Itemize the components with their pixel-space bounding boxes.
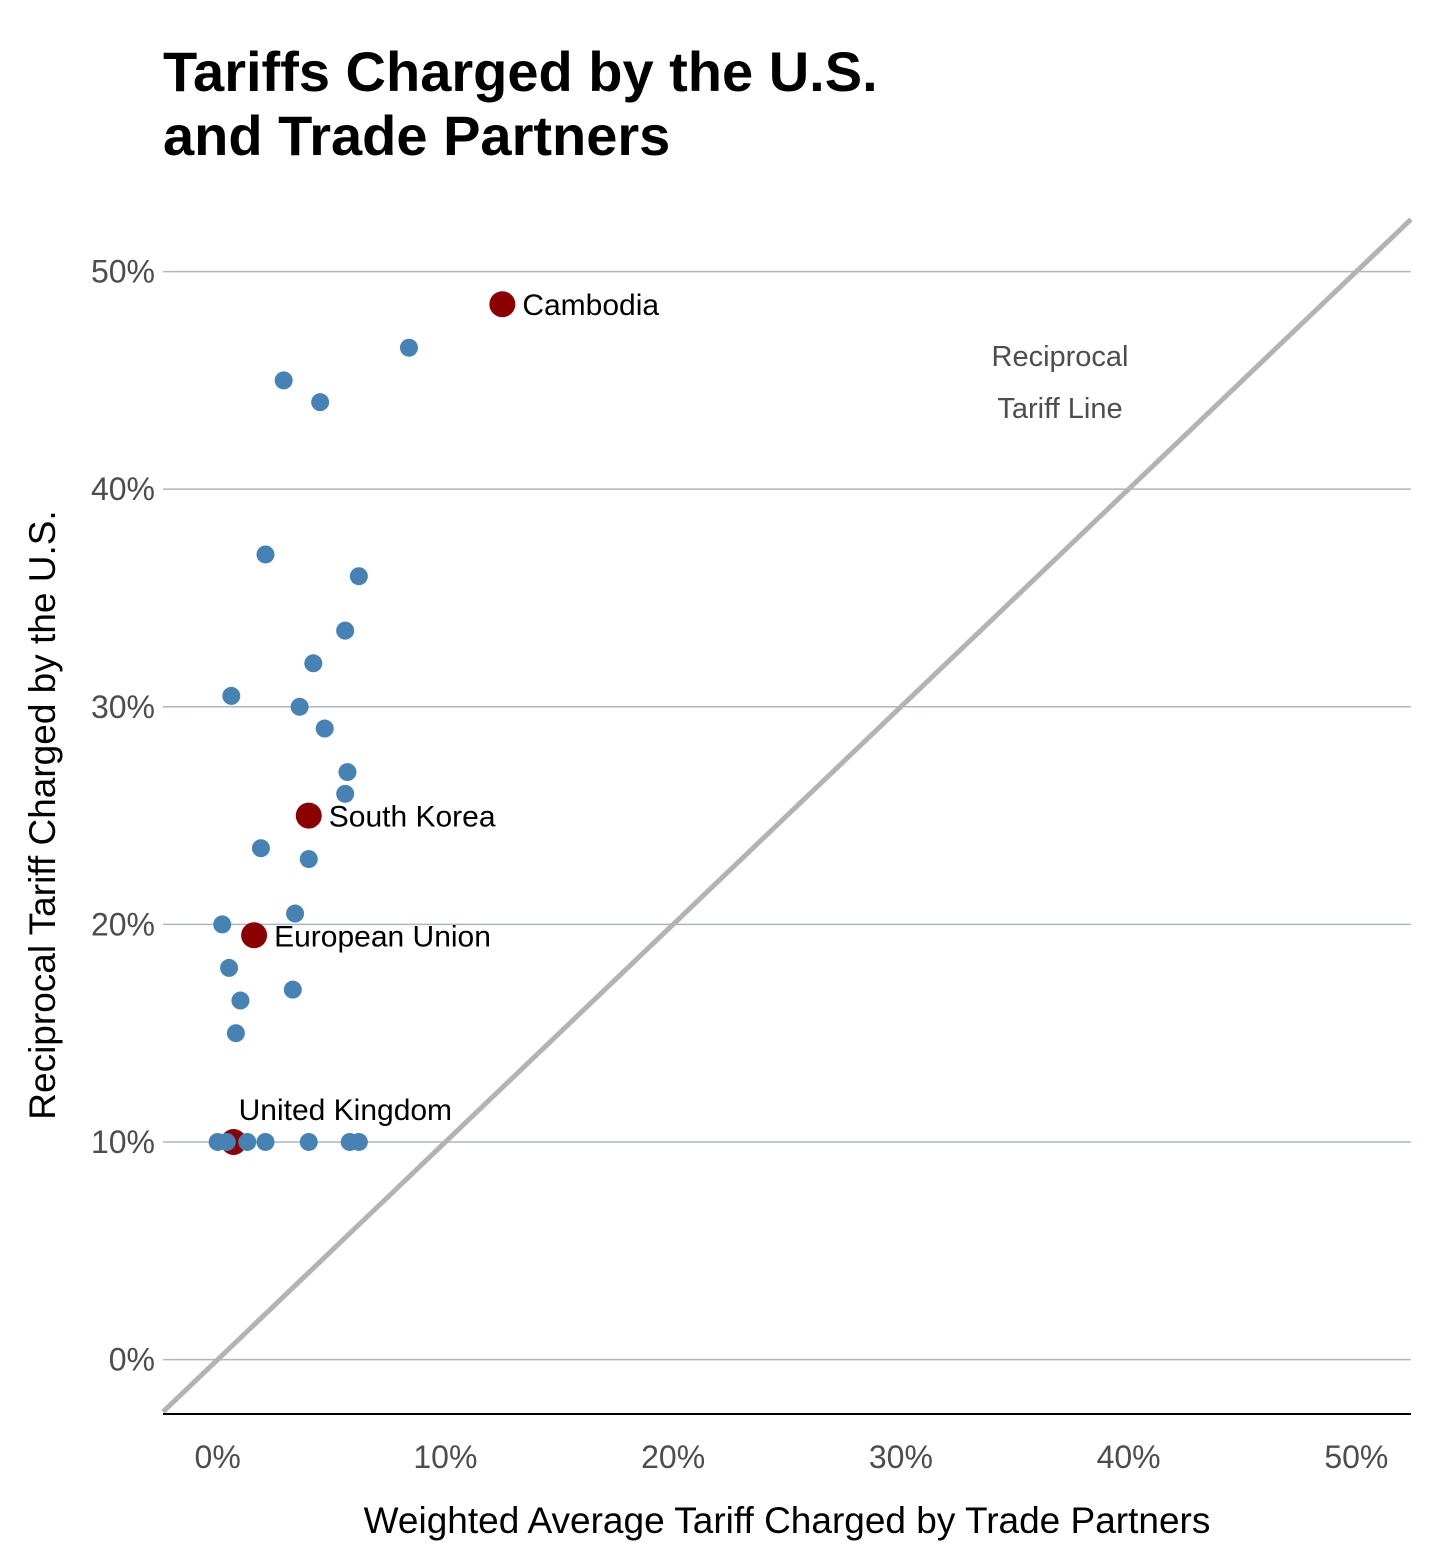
data-point <box>222 686 241 705</box>
x-tick-label: 40% <box>1097 1439 1161 1475</box>
data-point <box>283 980 302 999</box>
title-line-1: Tariffs Charged by the U.S. <box>163 40 878 103</box>
reciprocal-tariff-line <box>161 217 1413 1414</box>
point-label: European Union <box>274 920 491 953</box>
data-point <box>226 1024 245 1043</box>
highlight-point <box>241 922 268 949</box>
x-tick-label: 10% <box>413 1439 477 1475</box>
x-tick-label: 0% <box>195 1439 241 1475</box>
point-label: Cambodia <box>522 289 659 322</box>
highlight-point <box>295 802 322 829</box>
data-point <box>336 784 355 803</box>
data-point <box>231 991 250 1010</box>
x-tick-label: 50% <box>1324 1439 1388 1475</box>
y-tick-label: 0% <box>109 1342 155 1378</box>
data-point <box>290 697 309 716</box>
title-line-2: and Trade Partners <box>163 104 671 167</box>
x-axis-label: Weighted Average Tariff Charged by Trade… <box>364 1500 1211 1541</box>
point-label: South Korea <box>329 801 496 834</box>
x-tick-label: 20% <box>641 1439 705 1475</box>
data-point <box>274 371 293 390</box>
reference-line-label-1: Reciprocal <box>992 341 1129 373</box>
data-point <box>256 545 275 564</box>
data-point <box>349 1132 368 1151</box>
point-label: United Kingdom <box>239 1094 452 1127</box>
y-tick-label: 50% <box>91 254 155 290</box>
data-point <box>315 719 334 738</box>
data-point <box>217 1132 236 1151</box>
data-point <box>299 1132 318 1151</box>
reference-line-label-2: Tariff Line <box>997 393 1122 425</box>
x-tick-label: 30% <box>869 1439 933 1475</box>
y-tick-label: 10% <box>91 1124 155 1160</box>
highlight-point <box>489 291 516 318</box>
data-point <box>256 1132 275 1151</box>
y-tick-label: 40% <box>91 471 155 507</box>
y-tick-label: 30% <box>91 689 155 725</box>
data-point <box>213 915 232 934</box>
data-point <box>349 567 368 586</box>
data-point <box>336 621 355 640</box>
data-point <box>338 763 357 782</box>
data-point <box>238 1132 257 1151</box>
y-axis-label: Reciprocal Tariff Charged by the U.S. <box>22 510 63 1119</box>
data-point <box>251 839 270 858</box>
data-point <box>304 654 323 673</box>
data-point <box>399 338 418 357</box>
data-point <box>299 850 318 869</box>
y-tick-label: 20% <box>91 906 155 942</box>
chart-title: Tariffs Charged by the U.S. and Trade Pa… <box>163 40 878 168</box>
data-point <box>220 958 239 977</box>
data-point <box>311 393 330 412</box>
data-point <box>286 904 305 923</box>
